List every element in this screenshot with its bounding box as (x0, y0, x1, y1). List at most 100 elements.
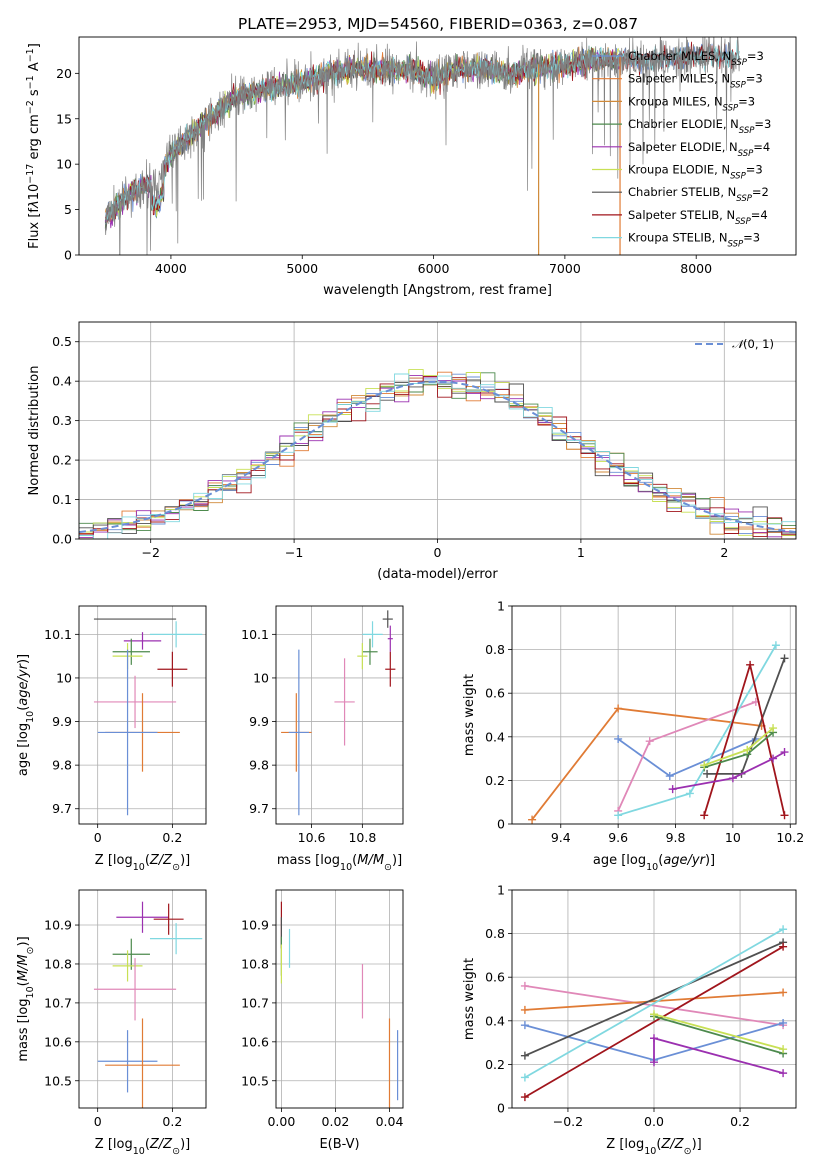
mass-vs-Z-panel: 0 0.2 10.5 10.6 10.7 10.8 10.9 Z [log10(Z/Z⊙)] m… (16, 889, 207, 1157)
series-marker (528, 815, 537, 824)
series-marker (746, 660, 755, 669)
mass-weight-vs-Z-panel: −0.2 0.0 0.2 0 0.2 0.4 0.6 0.8 1 Z [log10(Z/Z⊙)] m… (462, 883, 797, 1157)
y-axis-label: mass weight (462, 958, 477, 1040)
x-tick-label: 0.0 (644, 1114, 664, 1129)
mass-weight-vs-age-panel: 9.4 9.6 9.8 10 10.2 0 0.2 0.4 0.6 0.8 1 age [log10(… (462, 599, 804, 873)
y-tick-label: 0.1 (52, 492, 72, 507)
y-tick-label: 10.7 (44, 995, 72, 1010)
x-tick-label: 6000 (418, 261, 450, 276)
series-marker (743, 745, 752, 754)
x-tick-label: 0.2 (730, 1114, 750, 1129)
y-axis-label: age [log10(age/yr)] (16, 654, 36, 776)
series-marker (780, 748, 789, 757)
legend-label: Chabrier MILES, NSSP=3 (628, 49, 764, 68)
y-tick-label: 1 (497, 599, 505, 614)
y-tick-label: 9.7 (52, 801, 72, 816)
residuals-panel: −2 −1 0 1 2 0.0 0.1 0.2 0.3 0.4 0.5 𝒩(0, 1) (data-mo… (27, 321, 797, 582)
y-tick-label: 10.1 (44, 627, 72, 642)
y-tick-label: 0 (64, 248, 72, 263)
y-axis-label: Normed distribution (27, 366, 42, 496)
series-marker (520, 1005, 529, 1014)
series-lines (520, 925, 788, 1102)
series-line (524, 945, 784, 1098)
series-marker (780, 811, 789, 820)
y-axis-label: mass [log10(M/M⊙)] (16, 936, 36, 1061)
series-marker (520, 1093, 529, 1102)
spectrum-data-line (104, 37, 740, 255)
x-tick-label: 9.8 (666, 830, 686, 845)
age-vs-mass-panel: 10.6 10.8 9.7 9.8 9.9 10 10.1 mass [log10(M/M⊙)… (241, 605, 404, 873)
legend-label: Salpeter MILES, NSSP=3 (628, 72, 763, 91)
x-axis-label: mass [log10(M/M⊙)] (277, 853, 402, 873)
x-tick-label: 9.6 (608, 830, 628, 845)
spectrum-lines (104, 37, 740, 255)
y-tick-label: 10.9 (44, 918, 72, 933)
y-tick-label: 10.6 (241, 1034, 269, 1049)
y-tick-label: 0.2 (52, 453, 72, 468)
x-tick-label: −0.2 (553, 1114, 583, 1129)
series-marker (650, 1058, 658, 1067)
x-axis-label: Z [log10(Z/Z⊙)] (95, 1137, 190, 1157)
series-line (524, 928, 784, 1079)
legend-label: Kroupa ELODIE, NSSP=3 (628, 163, 763, 182)
series-line (524, 941, 784, 1057)
series-marker (650, 1010, 658, 1019)
y-tick-label: 9.9 (52, 714, 72, 729)
y-tick-label: 0.0 (52, 532, 72, 547)
series-marker (779, 925, 788, 934)
series-lines (528, 641, 789, 824)
legend-label: Salpeter STELIB, NSSP=4 (628, 208, 768, 227)
y-tick-label: 1 (497, 883, 505, 898)
x-tick-label: 0.2 (162, 830, 182, 845)
error-bars (280, 901, 399, 1108)
y-tick-label: 0.5 (52, 334, 72, 349)
legend-label: Kroupa MILES, NSSP=3 (628, 94, 755, 113)
x-tick-label: 0.02 (322, 1114, 350, 1129)
series-marker (703, 769, 712, 778)
x-tick-label: 10.6 (298, 830, 326, 845)
y-axis-label: Flux [fλ10−17 erg cm−2 s−1 A−1] (25, 43, 43, 249)
y-tick-label: 0.4 (485, 729, 505, 744)
series-marker (520, 1051, 529, 1060)
error-bars (281, 610, 396, 816)
y-tick-label: 0 (497, 1101, 505, 1116)
x-tick-label: 8000 (680, 261, 712, 276)
x-tick-label: 10.2 (776, 830, 804, 845)
legend-label: Salpeter ELODIE, NSSP=4 (628, 140, 770, 159)
y-tick-label: 10.7 (241, 995, 269, 1010)
series-marker (779, 1069, 788, 1078)
x-axis-label: (data-model)/error (377, 567, 498, 582)
axes-frame (78, 36, 797, 256)
y-tick-label: 9.8 (52, 758, 72, 773)
x-tick-label: 2 (720, 545, 728, 560)
x-tick-label: 0 (434, 545, 442, 560)
series-marker (520, 1073, 529, 1082)
x-axis-label: Z [log10(Z/Z⊙)] (95, 853, 190, 873)
y-tick-label: 10.8 (44, 956, 72, 971)
axes-frame (511, 889, 797, 1109)
y-tick-label: 10 (253, 670, 269, 685)
series-marker (779, 1018, 788, 1027)
series-marker (645, 737, 654, 746)
x-tick-label: 1 (577, 545, 585, 560)
legend-label: Chabrier ELODIE, NSSP=3 (628, 117, 771, 136)
series-marker (779, 942, 788, 951)
normal-curve (79, 380, 796, 534)
axes-frame (275, 605, 404, 825)
axes-frame (78, 605, 207, 825)
x-tick-label: 0.2 (162, 1114, 182, 1129)
y-tick-label: 0.6 (485, 686, 505, 701)
y-tick-label: 9.9 (249, 714, 269, 729)
x-tick-label: 10 (725, 830, 741, 845)
x-tick-label: −1 (285, 545, 303, 560)
axes-frame (78, 889, 207, 1109)
x-tick-label: 9.4 (551, 830, 571, 845)
spectrum-panel: 4000 5000 6000 7000 8000 0 5 10 15 20 Chabrier MIL… (25, 36, 797, 298)
x-axis-label: E(B-V) (319, 1137, 359, 1152)
age-vs-Z-panel: 0 0.2 9.7 9.8 9.9 10 10.1 Z [log10(Z/Z⊙)] age [l… (16, 605, 207, 873)
x-tick-label: 10.8 (348, 830, 376, 845)
legend-label: Chabrier STELIB, NSSP=2 (628, 185, 769, 204)
series-marker (614, 811, 623, 820)
y-tick-label: 0.8 (485, 642, 505, 657)
